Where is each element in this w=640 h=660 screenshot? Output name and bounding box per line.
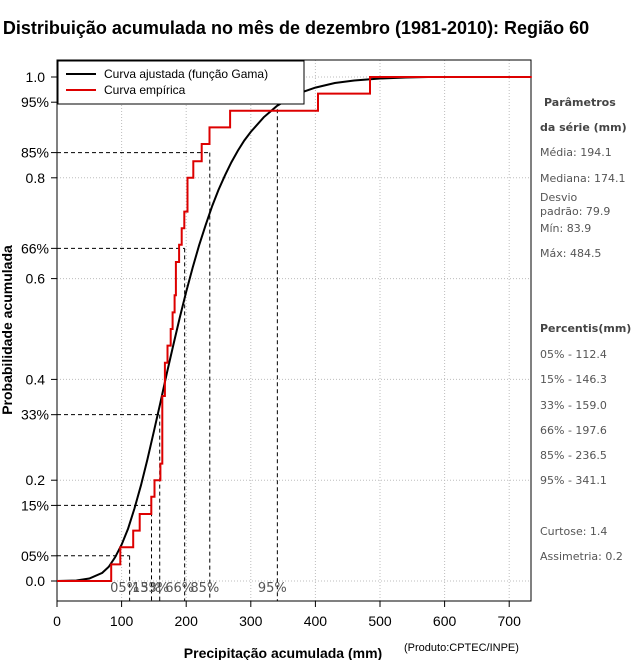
y-tick-label: 0.6	[26, 271, 46, 287]
percentile-x-label: 33%	[140, 581, 169, 596]
stat-desvio-label: Desvio	[540, 191, 578, 204]
legend-label-fitted: Curva ajustada (função Gama)	[104, 67, 268, 81]
percentile-15: 15% - 146.3	[540, 373, 607, 386]
x-tick-label: 600	[433, 613, 457, 629]
x-tick-label: 200	[175, 613, 199, 629]
x-tick-label: 100	[110, 613, 134, 629]
percentile-95: 95% - 341.1	[540, 474, 607, 487]
plot-frame	[56, 59, 532, 602]
y-tick-label: 0.2	[26, 472, 46, 488]
y-tick-label: 0.0	[26, 573, 46, 589]
percentile-66: 66% - 197.6	[540, 424, 607, 437]
x-tick-label: 700	[498, 613, 522, 629]
stat-desvio-value: padrão: 79.9	[540, 205, 611, 218]
credit-label: (Produto:CPTEC/INPE)	[404, 642, 519, 654]
y-axis: 0.0 0.2 0.4 0.6 0.8 1.0 05% 15% 33% 66% 85% 95%	[21, 69, 57, 589]
chart-title: Distribuição acumulada no mês de dezembr…	[3, 18, 589, 38]
x-axis-label: Precipitação acumulada (mm)	[184, 645, 382, 660]
percentile-85: 85% - 236.5	[540, 449, 607, 462]
series-fitted-gamma	[56, 76, 429, 582]
percentile-y-label: 05%	[21, 548, 49, 564]
y-tick-label: 0.4	[26, 371, 46, 387]
percentile-x-label: 95%	[258, 581, 287, 596]
percentile-33: 33% - 159.0	[540, 399, 607, 412]
y-tick-label: 1.0	[26, 69, 46, 85]
series-empirical	[57, 76, 532, 582]
percentile-y-label: 66%	[21, 240, 49, 256]
legend: Curva ajustada (função Gama) Curva empír…	[57, 60, 305, 105]
grid-lines	[56, 60, 531, 601]
percentile-y-label: 33%	[21, 407, 49, 423]
stat-curtose: Curtose: 1.4	[540, 525, 608, 538]
percentile-y-label: 15%	[21, 497, 49, 513]
y-axis-label: Probabilidade acumulada	[0, 245, 15, 415]
percentile-x-label: 05%	[110, 581, 139, 596]
params-title: Parâmetros	[544, 96, 616, 109]
x-tick-label: 300	[239, 613, 263, 629]
stat-min: Mín: 83.9	[540, 222, 592, 235]
percentis-title: Percentis(mm)	[540, 322, 632, 335]
x-tick-label: 400	[304, 613, 328, 629]
percentile-x-label: 66%	[165, 581, 194, 596]
percentile-05: 05% - 112.4	[540, 348, 607, 361]
legend-box	[57, 60, 305, 105]
stat-max: Máx: 484.5	[540, 247, 602, 260]
stat-assimetria: Assimetria: 0.2	[540, 550, 623, 563]
percentile-x-labels: 05%15%33%66%85% 95%	[110, 581, 287, 596]
percentile-y-label: 95%	[21, 94, 49, 110]
percentile-x-label: 15%	[132, 581, 161, 596]
stat-mediana: Mediana: 174.1	[540, 172, 626, 185]
params-subtitle: da série (mm)	[540, 121, 627, 134]
x-tick-label: 500	[368, 613, 392, 629]
stat-media: Média: 194.1	[540, 146, 612, 159]
percentile-x-label: 85%	[190, 581, 219, 596]
percentile-y-label: 85%	[21, 145, 49, 161]
x-tick-label: 0	[53, 613, 61, 629]
legend-label-empirical: Curva empírica	[104, 83, 186, 97]
y-tick-label: 0.8	[26, 170, 46, 186]
x-axis: 0 100 200 300 400 500 600 700	[53, 601, 521, 629]
